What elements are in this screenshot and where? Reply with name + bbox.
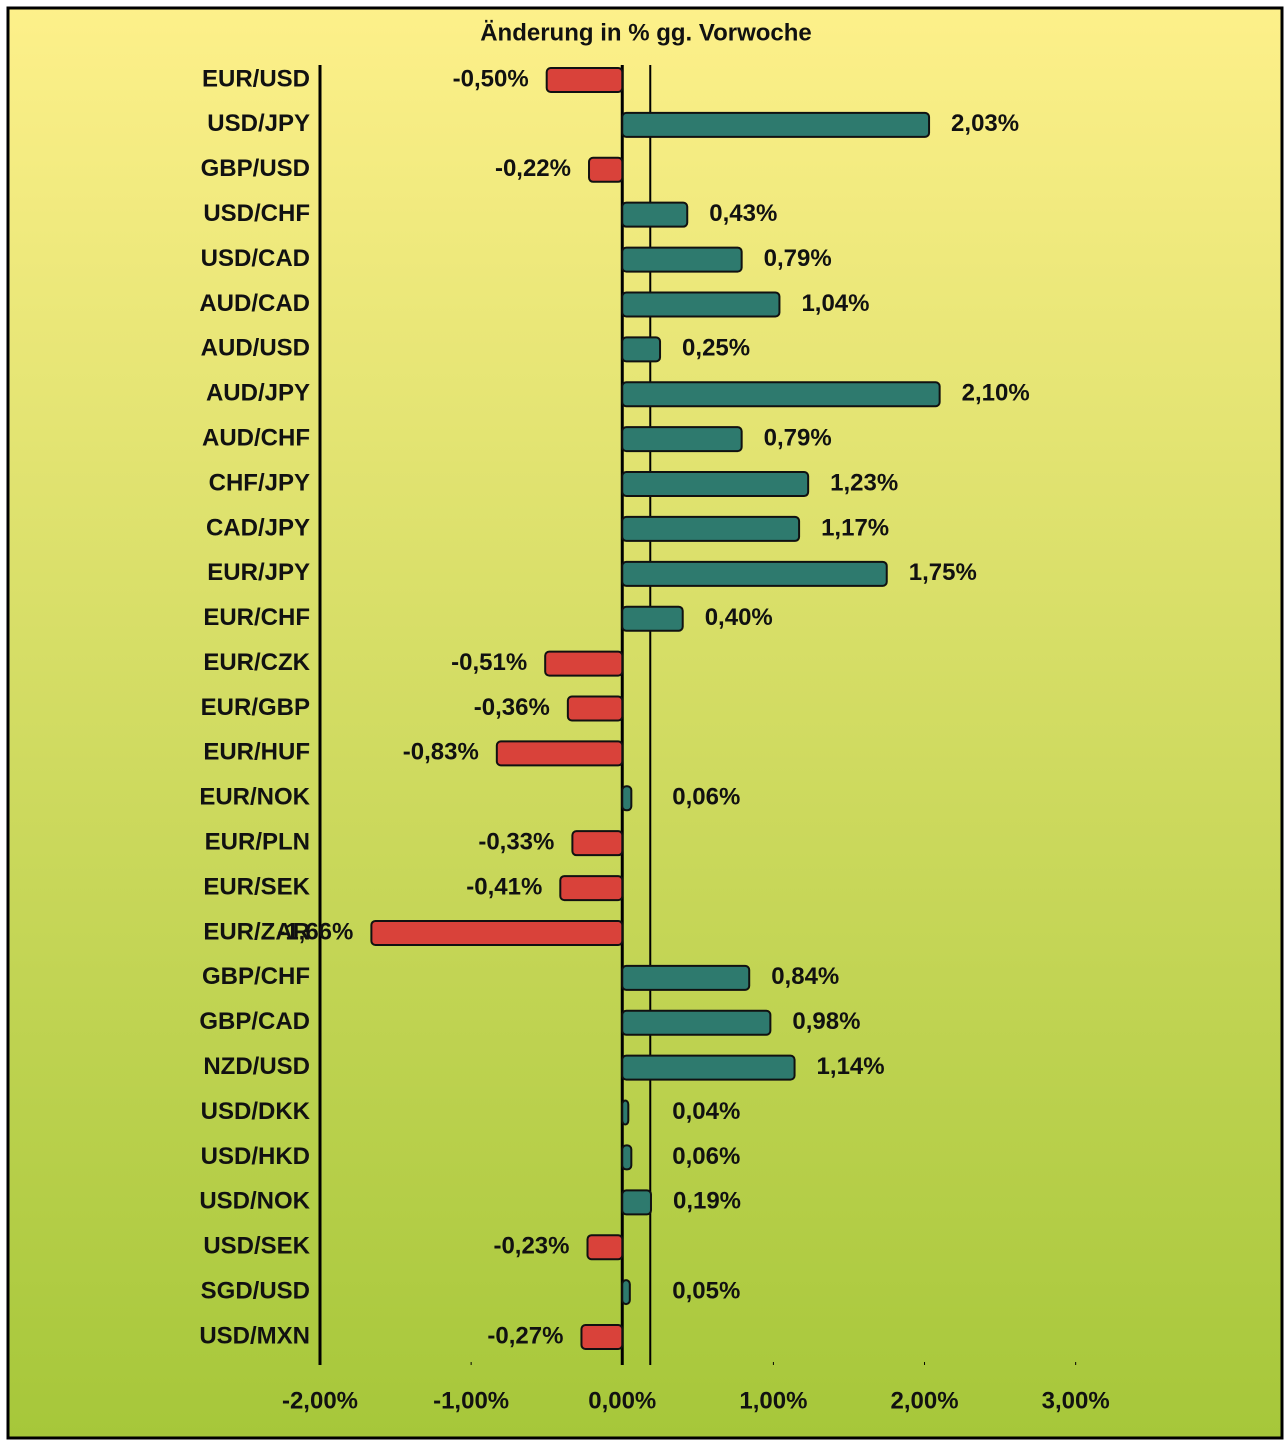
bar bbox=[621, 1054, 796, 1081]
value-label: -0,33% bbox=[478, 829, 554, 856]
value-label: 0,40% bbox=[705, 604, 773, 631]
value-label: 0,43% bbox=[709, 200, 777, 227]
category-label: EUR/CZK bbox=[203, 649, 310, 676]
value-label: 0,79% bbox=[764, 424, 832, 451]
category-label: USD/HKD bbox=[201, 1143, 310, 1170]
bar bbox=[588, 156, 624, 183]
value-label: 2,10% bbox=[962, 380, 1030, 407]
bar bbox=[621, 1279, 631, 1306]
bar bbox=[580, 1324, 624, 1350]
value-label: -0,50% bbox=[453, 65, 529, 92]
value-label: 0,04% bbox=[672, 1098, 740, 1125]
category-label: AUD/CAD bbox=[199, 290, 310, 317]
category-label: EUR/CHF bbox=[203, 604, 310, 631]
value-label: 0,98% bbox=[792, 1008, 860, 1035]
category-label: USD/CAD bbox=[201, 245, 310, 272]
category-label: USD/JPY bbox=[207, 110, 310, 137]
bar bbox=[621, 201, 689, 228]
category-label: CHF/JPY bbox=[209, 469, 310, 496]
bar bbox=[621, 471, 810, 498]
bar bbox=[621, 964, 751, 991]
category-label: USD/SEK bbox=[203, 1233, 310, 1260]
bar bbox=[621, 426, 743, 453]
category-label: CAD/JPY bbox=[206, 514, 310, 541]
bar bbox=[621, 291, 781, 318]
value-label: -0,41% bbox=[466, 873, 542, 900]
value-label: -0,23% bbox=[493, 1233, 569, 1260]
category-label: USD/CHF bbox=[203, 200, 310, 227]
x-tick-label: 3,00% bbox=[1042, 1387, 1110, 1414]
value-label: 0,84% bbox=[771, 963, 839, 990]
value-label: 2,03% bbox=[951, 110, 1019, 137]
bar bbox=[571, 830, 624, 857]
category-label: AUD/USD bbox=[201, 335, 310, 362]
value-label: 1,75% bbox=[909, 559, 977, 586]
value-label: -0,27% bbox=[487, 1322, 563, 1349]
bar bbox=[495, 740, 624, 767]
category-label: EUR/GBP bbox=[201, 694, 310, 721]
value-label: -0,83% bbox=[403, 739, 479, 766]
category-label: EUR/SEK bbox=[203, 873, 310, 900]
value-label: 1,04% bbox=[801, 290, 869, 317]
category-label: AUD/JPY bbox=[206, 380, 310, 407]
category-label: EUR/USD bbox=[202, 65, 310, 92]
value-label: -0,36% bbox=[474, 694, 550, 721]
category-label: USD/DKK bbox=[201, 1098, 311, 1125]
bar bbox=[621, 560, 888, 587]
bar bbox=[621, 1189, 652, 1216]
category-label: EUR/JPY bbox=[207, 559, 310, 586]
bar bbox=[559, 875, 624, 902]
category-label: AUD/CHF bbox=[202, 424, 310, 451]
bar bbox=[621, 246, 743, 273]
value-label: 0,06% bbox=[672, 784, 740, 811]
x-tick-label: 1,00% bbox=[739, 1387, 807, 1414]
category-label: SGD/USD bbox=[201, 1277, 310, 1304]
value-label: 0,79% bbox=[764, 245, 832, 272]
bar bbox=[545, 67, 624, 93]
category-label: USD/NOK bbox=[199, 1188, 310, 1215]
bar bbox=[621, 336, 662, 363]
chart-title: Änderung in % gg. Vorwoche bbox=[480, 19, 812, 46]
x-tick-label: -2,00% bbox=[282, 1387, 358, 1414]
x-tick-label: 0,00% bbox=[588, 1387, 656, 1414]
category-label: GBP/CHF bbox=[202, 963, 310, 990]
category-label: EUR/PLN bbox=[205, 829, 310, 856]
bar bbox=[621, 111, 931, 138]
category-label: EUR/HUF bbox=[203, 739, 310, 766]
bar bbox=[544, 650, 624, 677]
value-label: 1,14% bbox=[817, 1053, 885, 1080]
bar bbox=[621, 515, 801, 542]
category-label: USD/MXN bbox=[199, 1322, 310, 1349]
bar bbox=[621, 605, 684, 632]
value-label: 0,19% bbox=[673, 1188, 741, 1215]
bar bbox=[621, 1099, 630, 1126]
bar bbox=[621, 785, 633, 812]
category-label: EUR/ZAR bbox=[203, 918, 310, 945]
bar bbox=[566, 695, 624, 722]
category-label: EUR/NOK bbox=[199, 784, 310, 811]
x-tick-label: -1,00% bbox=[433, 1387, 509, 1414]
value-label: -0,51% bbox=[451, 649, 527, 676]
x-tick-label: 2,00% bbox=[890, 1387, 958, 1414]
category-label: GBP/CAD bbox=[199, 1008, 310, 1035]
bar bbox=[621, 381, 941, 408]
value-label: -0,22% bbox=[495, 155, 571, 182]
value-label: 1,17% bbox=[821, 514, 889, 541]
value-label: -1,66% bbox=[277, 918, 353, 945]
value-label: 0,25% bbox=[682, 335, 750, 362]
value-label: 0,05% bbox=[672, 1277, 740, 1304]
bar bbox=[621, 1144, 633, 1171]
value-label: 1,23% bbox=[830, 469, 898, 496]
bar bbox=[586, 1234, 624, 1261]
category-label: GBP/USD bbox=[201, 155, 310, 182]
value-label: 0,06% bbox=[672, 1143, 740, 1170]
category-label: NZD/USD bbox=[203, 1053, 310, 1080]
bar bbox=[370, 919, 624, 946]
bar bbox=[621, 1009, 772, 1036]
